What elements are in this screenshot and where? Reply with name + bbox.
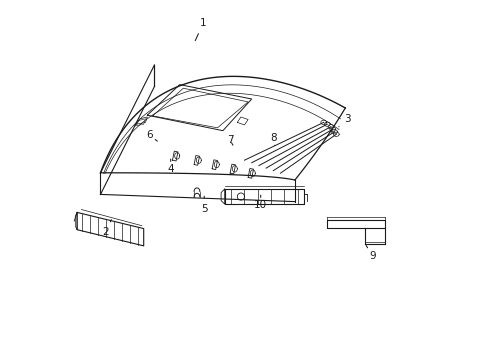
Text: 1: 1 xyxy=(195,18,206,41)
Text: 10: 10 xyxy=(254,195,267,210)
Text: 9: 9 xyxy=(366,246,375,261)
Text: 5: 5 xyxy=(201,196,208,214)
Text: 3: 3 xyxy=(338,114,350,127)
Text: 8: 8 xyxy=(269,132,276,145)
Text: 4: 4 xyxy=(167,159,174,174)
Text: 2: 2 xyxy=(102,220,111,237)
Text: 7: 7 xyxy=(226,135,233,145)
Text: 6: 6 xyxy=(145,130,157,141)
